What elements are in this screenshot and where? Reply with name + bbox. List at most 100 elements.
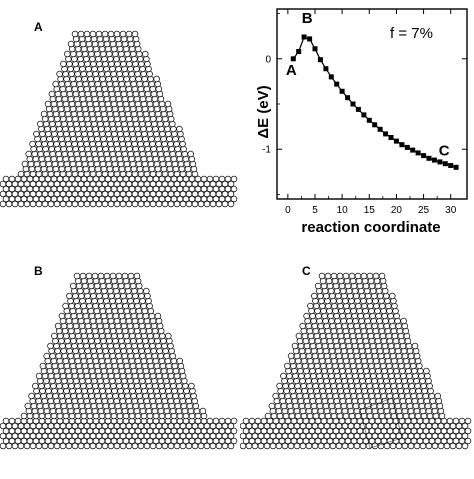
island-atom [303, 312, 310, 320]
substrate-atom [230, 437, 238, 445]
island-atom [60, 60, 67, 68]
island-atom [48, 90, 56, 98]
island-atom [143, 287, 150, 295]
island-atom [119, 30, 127, 38]
island-atom [79, 272, 87, 280]
energy-curve [292, 36, 457, 168]
island-atom [354, 272, 362, 280]
atom-lattice [0, 272, 238, 450]
island-atom [336, 272, 344, 280]
substrate-atom [242, 417, 250, 425]
island-atom [142, 50, 149, 58]
island-atom [95, 30, 103, 38]
island-atom [91, 272, 99, 280]
island-atom [330, 272, 338, 280]
island-atom [69, 282, 77, 290]
point-label-b: B [302, 10, 313, 27]
data-point [317, 57, 323, 63]
substrate-atom [8, 417, 16, 425]
island-atom [33, 130, 40, 138]
substrate-atom [461, 432, 469, 440]
substrate-atom [461, 422, 469, 430]
island-atom [109, 272, 117, 280]
data-point [393, 138, 399, 144]
data-point [421, 153, 427, 159]
island-atom [103, 272, 111, 280]
data-point [442, 161, 448, 167]
substrate-atom [212, 175, 220, 183]
island-atom [67, 40, 75, 48]
data-point [388, 135, 394, 140]
island-atom [39, 362, 47, 370]
substrate-atom [224, 175, 232, 183]
substrate-atom [452, 417, 460, 425]
island-atom [164, 100, 172, 108]
substrate-atom [464, 427, 472, 435]
substrate-atom [464, 437, 472, 445]
island-atom [272, 392, 279, 400]
x-tick-label: 15 [364, 205, 376, 216]
substrate-atom [260, 417, 268, 425]
island-atom [276, 382, 283, 390]
island-atom [40, 110, 48, 118]
island-atom [54, 322, 62, 330]
island-atom [307, 302, 314, 310]
substrate-atom [227, 432, 235, 440]
island-atom [35, 372, 43, 380]
island-atom [125, 30, 133, 38]
data-point [312, 46, 318, 52]
point-label-a: A [286, 62, 297, 79]
panel-a: A [0, 0, 240, 212]
panel-a-label: A [34, 20, 43, 34]
panel-c: C [239, 240, 474, 474]
atomic-structure-a [0, 30, 238, 208]
island-atom [56, 70, 63, 78]
substrate-atom [8, 175, 16, 183]
data-point [328, 74, 334, 80]
data-point [361, 112, 367, 118]
substrate-atom [14, 417, 22, 425]
atomic-structure-b [0, 272, 238, 450]
data-point [345, 95, 351, 101]
island-atom [51, 332, 58, 340]
island-atom [295, 332, 303, 340]
point-label-c: C [439, 142, 450, 159]
x-tick-label: 20 [391, 205, 403, 216]
island-atom [83, 30, 91, 38]
data-point [301, 34, 307, 40]
data-point [431, 157, 437, 163]
substrate-atom [227, 422, 235, 430]
island-atom [342, 272, 350, 280]
panel-c-label: C [302, 264, 311, 278]
island-atom [280, 372, 287, 380]
substrate-atom [227, 190, 235, 198]
substrate-atom [2, 417, 10, 425]
island-atom [52, 80, 59, 88]
island-atom [107, 30, 115, 38]
island-atom [37, 120, 44, 128]
atom-lattice [0, 30, 238, 208]
substrate-atom [230, 427, 238, 435]
substrate-atom [230, 175, 238, 183]
chart-annotation: f = 7% [390, 25, 433, 42]
island-atom [318, 272, 326, 280]
island-atom [284, 362, 291, 370]
island-atom [127, 272, 135, 280]
island-atom [115, 272, 123, 280]
island-atom [187, 150, 194, 158]
island-atom [101, 30, 109, 38]
island-atom [360, 272, 368, 280]
energy-chart: f = 7% reaction coordinate ΔE (eV) 0 5 10 1… [240, 0, 474, 240]
y-tick-label: 0 [265, 54, 271, 65]
island-atom [291, 342, 299, 350]
island-atom [423, 367, 430, 375]
x-tick-label: 25 [418, 205, 430, 216]
substrate-atom [461, 442, 469, 450]
substrate-atom [230, 417, 238, 425]
island-atom [268, 402, 276, 410]
data-point [339, 88, 345, 94]
data-point [377, 126, 383, 132]
substrate-atom [254, 417, 262, 425]
data-point [296, 49, 302, 54]
island-atom [434, 392, 441, 400]
